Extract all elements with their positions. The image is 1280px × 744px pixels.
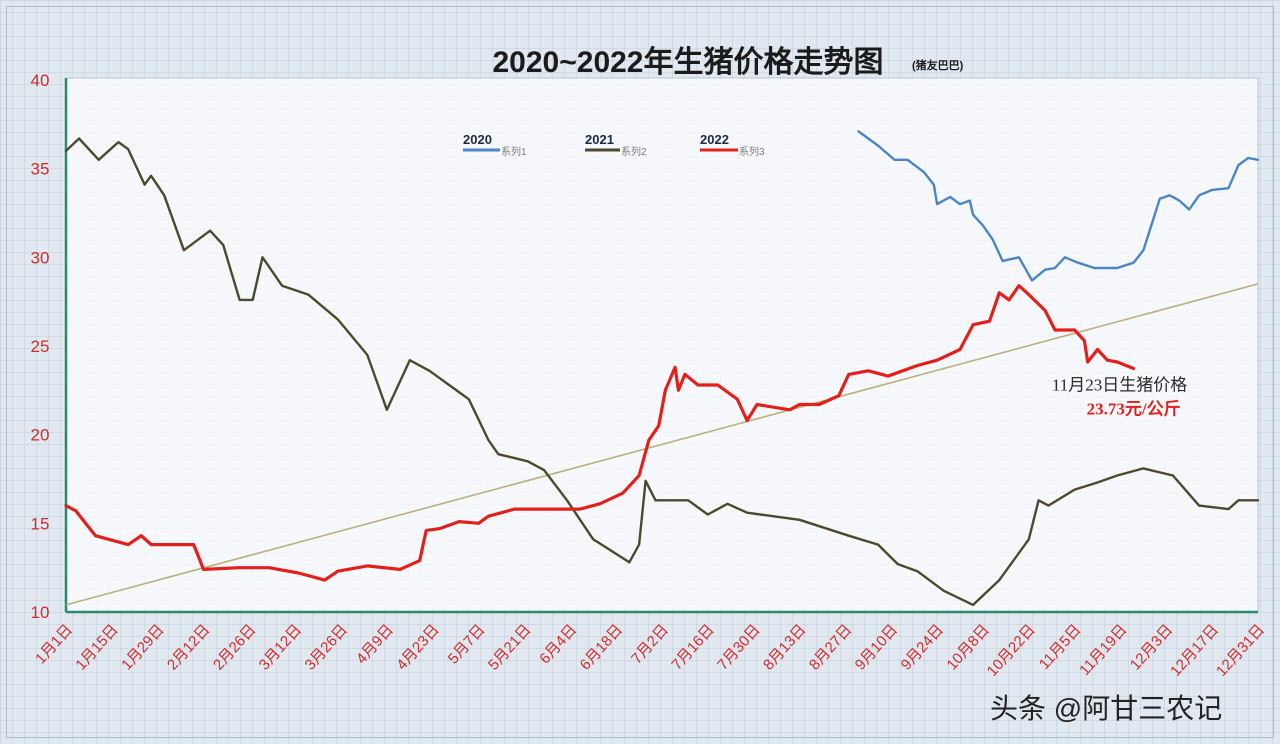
x-tick-label: 6月18日 (577, 621, 626, 673)
x-tick-label: 7月2日 (628, 621, 672, 667)
trend-line (65, 283, 1259, 606)
x-tick-label: 2月12日 (164, 621, 213, 673)
x-tick-label: 7月16日 (668, 621, 717, 673)
x-tick-label: 5月21日 (485, 621, 534, 673)
annotation-value: 23.73元/公斤 (1087, 400, 1181, 419)
x-tick-label: 1月29日 (118, 621, 167, 673)
legend-item-2021: 2021 系列2 (585, 132, 647, 158)
series-line-2022 (64, 284, 1136, 582)
x-tick-label: 12月31日 (1213, 621, 1268, 679)
x-tick-label: 5月7日 (445, 621, 489, 667)
plot-area-texture (66, 78, 1258, 612)
x-tick-label: 1月15日 (72, 621, 121, 673)
y-tick-label: 15 (31, 514, 50, 533)
x-tick-label: 10月22日 (984, 621, 1039, 679)
x-tick-label: 3月26日 (302, 621, 351, 673)
chart-subtitle: (猪友巴巴) (912, 58, 964, 72)
series-line-2020 (857, 130, 1260, 282)
chart-title: 2020~2022年生猪价格走势图 (493, 46, 884, 79)
x-tick-label: 4月9日 (353, 621, 397, 667)
y-tick-labels: 40 35 30 25 20 15 10 (31, 71, 50, 622)
legend-series-name: 2022 (700, 132, 729, 147)
x-tick-label: 9月24日 (898, 621, 947, 673)
x-tick-label: 3月12日 (256, 621, 305, 673)
x-tick-label: 11月19日 (1076, 621, 1130, 679)
y-tick-label: 25 (31, 337, 50, 356)
legend: 2020 系列1 2021 系列2 2022 系列3 (463, 132, 765, 158)
trend-layer (65, 283, 1259, 606)
x-tick-label: 12月17日 (1167, 621, 1222, 679)
legend-series-name: 2020 (463, 132, 492, 147)
series-layer (64, 130, 1260, 607)
y-tick-label: 10 (31, 603, 50, 622)
x-tick-label: 9月10日 (852, 621, 901, 673)
series-line-2021 (64, 137, 1260, 607)
legend-series-label: 系列3 (739, 145, 765, 158)
annotation-label: 11月23日生猪价格 (1052, 376, 1187, 395)
legend-item-2020: 2020 系列1 (463, 132, 527, 158)
y-tick-label: 30 (31, 248, 50, 267)
watermark-text: 头条 @阿甘三农记 (990, 693, 1222, 724)
x-tick-label: 6月4日 (536, 621, 580, 667)
y-tick-label: 20 (31, 426, 50, 445)
legend-series-name: 2021 (585, 132, 614, 147)
x-tick-label: 7月30日 (714, 621, 763, 673)
x-tick-label: 8月27日 (806, 621, 855, 673)
legend-series-label: 系列2 (621, 145, 647, 158)
x-tick-label: 8月13日 (760, 621, 809, 673)
legend-series-label: 系列1 (501, 145, 527, 158)
x-tick-label: 1月1日 (32, 621, 76, 667)
y-tick-label: 40 (31, 71, 50, 90)
x-tick-label: 4月23日 (393, 621, 442, 673)
legend-item-2022: 2022 系列3 (700, 132, 765, 158)
y-tick-label: 35 (31, 160, 50, 179)
x-tick-label: 2月26日 (210, 621, 259, 673)
